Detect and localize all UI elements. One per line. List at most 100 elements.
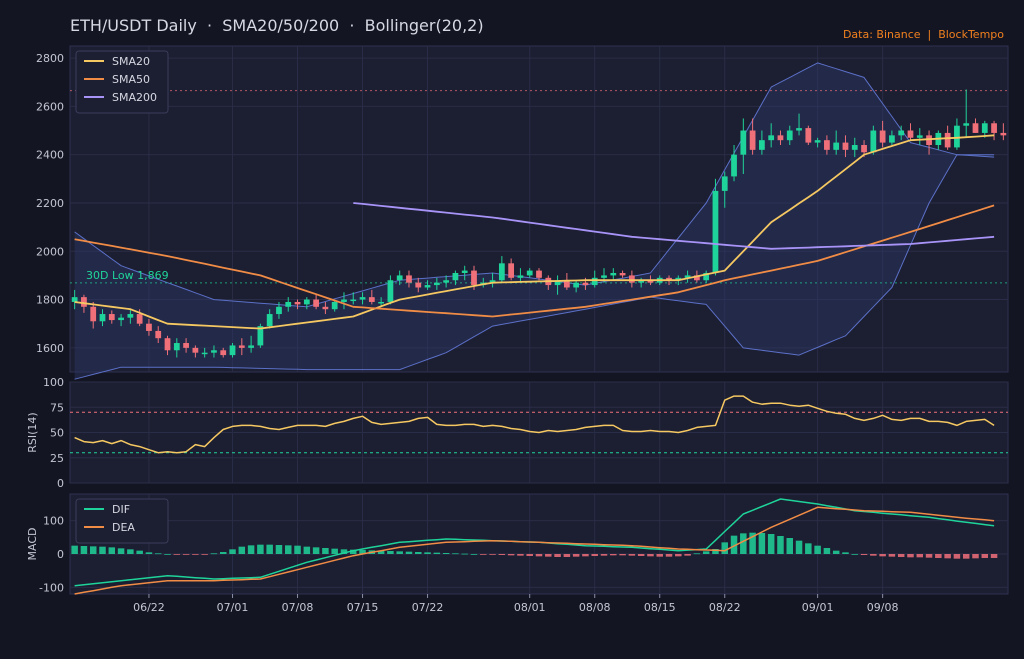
macd-histogram-bar: [572, 554, 580, 557]
candle-up: [424, 285, 431, 288]
candle-up: [814, 140, 821, 143]
candle-down: [536, 270, 542, 278]
rsi-panel-y-tick-label: 25: [50, 452, 64, 465]
macd-histogram-bar: [489, 554, 496, 555]
price-panel-y-tick-label: 2400: [36, 149, 64, 162]
bollinger-lower-line: [74, 154, 995, 380]
macd-histogram-bar: [284, 545, 292, 554]
macd-histogram-bar: [563, 554, 571, 557]
candle-down: [694, 275, 700, 281]
candle-up: [276, 306, 282, 315]
macd-histogram-bar: [275, 545, 283, 554]
macd-histogram-bar: [665, 554, 673, 557]
macd-histogram-bar: [916, 554, 924, 558]
macd-histogram-bar: [823, 548, 831, 554]
candle-down: [926, 135, 932, 146]
macd-histogram-bar: [127, 549, 134, 554]
macd-histogram-bar: [925, 554, 933, 558]
macd-histogram-bar: [303, 546, 311, 554]
macd-histogram-bar: [907, 554, 914, 558]
macd-histogram-bar: [582, 554, 589, 557]
candle-down: [861, 145, 867, 153]
rsi-panel-y-axis-label: RSI(14): [26, 412, 39, 452]
candle-up: [740, 130, 747, 155]
candle-up: [759, 140, 765, 150]
candle-up: [341, 299, 347, 302]
candle-up: [768, 135, 775, 141]
candle-down: [991, 123, 997, 133]
price-panel-y-tick-label: 2600: [36, 100, 64, 113]
x-tick-label: 08/01: [514, 601, 546, 614]
macd-histogram-bar: [331, 548, 338, 554]
candle-up: [526, 270, 533, 276]
candle-up: [387, 280, 394, 302]
macd-histogram-bar: [173, 554, 181, 555]
candle-up: [266, 314, 273, 327]
macd-histogram-bar: [247, 545, 255, 554]
macd-histogram-bar: [870, 554, 877, 556]
price-panel-y-tick-label: 2200: [36, 197, 64, 210]
macd-histogram-bar: [814, 545, 821, 554]
candle-down: [238, 345, 245, 348]
macd-histogram-bar: [767, 534, 775, 554]
macd-histogram-bar: [795, 540, 803, 554]
price-legend-entry: SMA20: [112, 55, 150, 68]
macd-panel-y-axis-label: MACD: [26, 528, 39, 561]
macd-histogram-bar: [210, 553, 218, 555]
candle-up: [118, 317, 124, 321]
price-panel: 1600 1800 2000 2200 2400 2600 2800 30D Low 1,86…: [36, 45, 1009, 380]
macd-dea-line: [74, 506, 995, 595]
candle-up: [954, 125, 960, 148]
candle-down: [415, 282, 422, 288]
macd-histogram-bar: [433, 552, 441, 554]
candle-down: [628, 275, 635, 283]
macd-histogram-bar: [675, 554, 682, 557]
candle-up: [433, 282, 440, 286]
macd-histogram-bar: [647, 554, 654, 557]
macd-histogram-bar: [350, 549, 357, 554]
macd-histogram-bar: [610, 554, 617, 556]
candle-up: [229, 345, 236, 356]
x-tick-label: 09/01: [802, 601, 834, 614]
candle-up: [461, 270, 468, 273]
series-line-sma20: [74, 134, 995, 330]
price-legend-entry: SMA50: [112, 73, 150, 86]
bollinger-upper-line: [74, 62, 995, 308]
macd-histogram-bar: [340, 549, 348, 554]
macd-histogram-bar: [266, 544, 273, 554]
candle-up: [916, 135, 923, 138]
macd-panel-y-tick-label: 0: [57, 548, 64, 561]
candle-up: [573, 282, 580, 288]
macd-histogram-bar: [312, 547, 320, 554]
macd-histogram-bar: [322, 548, 329, 554]
macd-histogram-bar: [257, 544, 264, 554]
candle-down: [368, 297, 375, 302]
candle-up: [99, 314, 106, 322]
candle-up: [257, 326, 264, 346]
x-tick-label: 08/22: [709, 601, 741, 614]
macd-histogram-bar: [972, 554, 979, 559]
candle-down: [824, 140, 830, 150]
candle-down: [944, 132, 951, 148]
macd-histogram-bar: [712, 549, 719, 554]
candle-up: [601, 275, 607, 278]
x-tick-label: 09/08: [867, 601, 899, 614]
candle-up: [870, 130, 877, 153]
macd-histogram-bar: [740, 533, 747, 554]
macd-histogram-bar: [89, 546, 97, 554]
series-line-sma50: [74, 204, 995, 318]
x-tick-label: 08/15: [644, 601, 676, 614]
macd-histogram-bar: [99, 546, 106, 554]
low-30d-label: 30D Low 1,869: [86, 269, 169, 282]
candle-up: [303, 299, 310, 305]
candle-up: [331, 301, 338, 310]
macd-histogram-bar: [470, 554, 478, 555]
macd-histogram-bar: [294, 545, 301, 554]
rsi-panel: 0 25 50 75 100 RSI(14): [26, 376, 1009, 490]
macd-histogram-bar: [981, 554, 989, 558]
candle-up: [211, 350, 217, 353]
candle-up: [796, 128, 802, 131]
candle-down: [183, 343, 189, 348]
macd-histogram-bar: [108, 547, 116, 554]
candle-up: [396, 275, 403, 281]
